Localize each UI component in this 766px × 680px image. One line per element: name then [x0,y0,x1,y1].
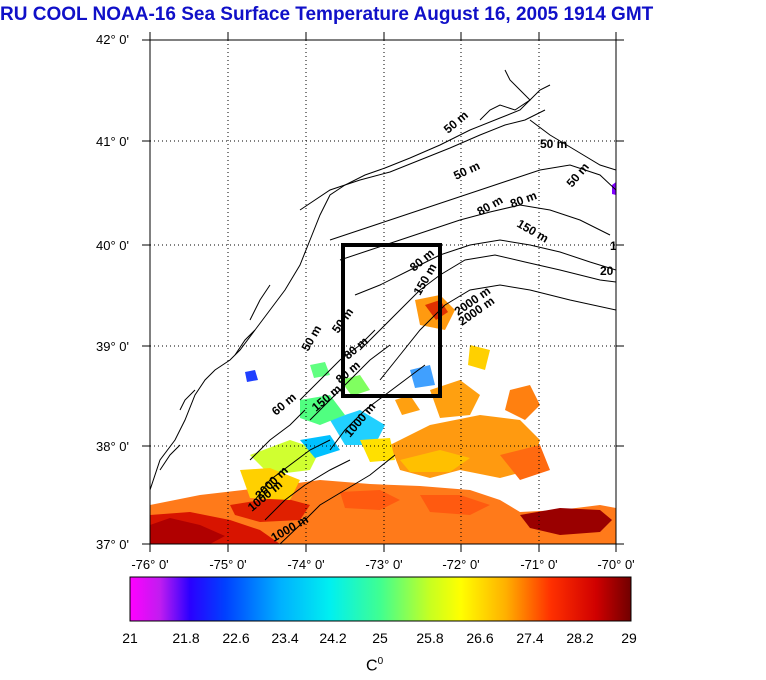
lat-label: 40° 0' [96,238,129,253]
unit-base: C [366,657,378,675]
isobath-label: 1 [610,239,617,253]
longitude-labels: -76° 0' -75° 0' -74° 0' -73° 0' -72° 0' … [131,557,634,572]
tick-marks [142,32,624,552]
colorbar-label: 25 [372,630,388,646]
isobath-label: 20 [600,264,614,278]
colorbar-label: 22.6 [222,630,250,646]
lon-label: -74° 0' [287,557,324,572]
colorbar-label: 21.8 [172,630,200,646]
sst-data-layer [150,182,616,544]
colorbar-unit: C0 [366,656,383,675]
colorbar-label: 24.2 [319,630,347,646]
isobath-label: 50 m [298,323,324,354]
isobath-label: 150 m [515,216,551,245]
isobath-label: 80 m [475,193,506,219]
colorbar [129,576,632,622]
study-area-box [341,243,442,398]
colorbar-label: 25.8 [416,630,444,646]
colorbar-label: 28.2 [566,630,594,646]
isobath-label: 60 m [269,390,299,418]
lat-label: 37° 0' [96,537,129,552]
latitude-labels: 42° 0' 41° 0' 40° 0' 39° 0' 38° 0' 37° 0… [96,32,129,552]
isobath-label: 50 m [451,158,482,182]
isobath-label: 50 m [564,160,592,190]
grid-lines [150,40,616,544]
lat-label: 42° 0' [96,32,129,47]
isobath-label: 50 m [540,137,567,151]
lon-label: -73° 0' [365,557,402,572]
lat-label: 41° 0' [96,134,129,149]
lon-label: -76° 0' [131,557,168,572]
coastline-and-isobaths [150,69,616,544]
lat-label: 39° 0' [96,339,129,354]
unit-superscript: 0 [377,656,384,667]
lon-label: -75° 0' [209,557,246,572]
map-title: RU COOL NOAA-16 Sea Surface Temperature … [0,4,654,25]
colorbar-label: 26.6 [466,630,494,646]
plot-frame [149,39,617,545]
colorbar-label: 27.4 [516,630,544,646]
lon-label: -72° 0' [442,557,479,572]
colorbar-label: 29 [621,630,637,646]
colorbar-label: 21 [122,630,138,646]
lon-label: -70° 0' [597,557,634,572]
lon-label: -71° 0' [520,557,557,572]
isobath-label: 50 m [329,305,356,335]
lat-label: 38° 0' [96,439,129,454]
colorbar-label: 23.4 [271,630,299,646]
